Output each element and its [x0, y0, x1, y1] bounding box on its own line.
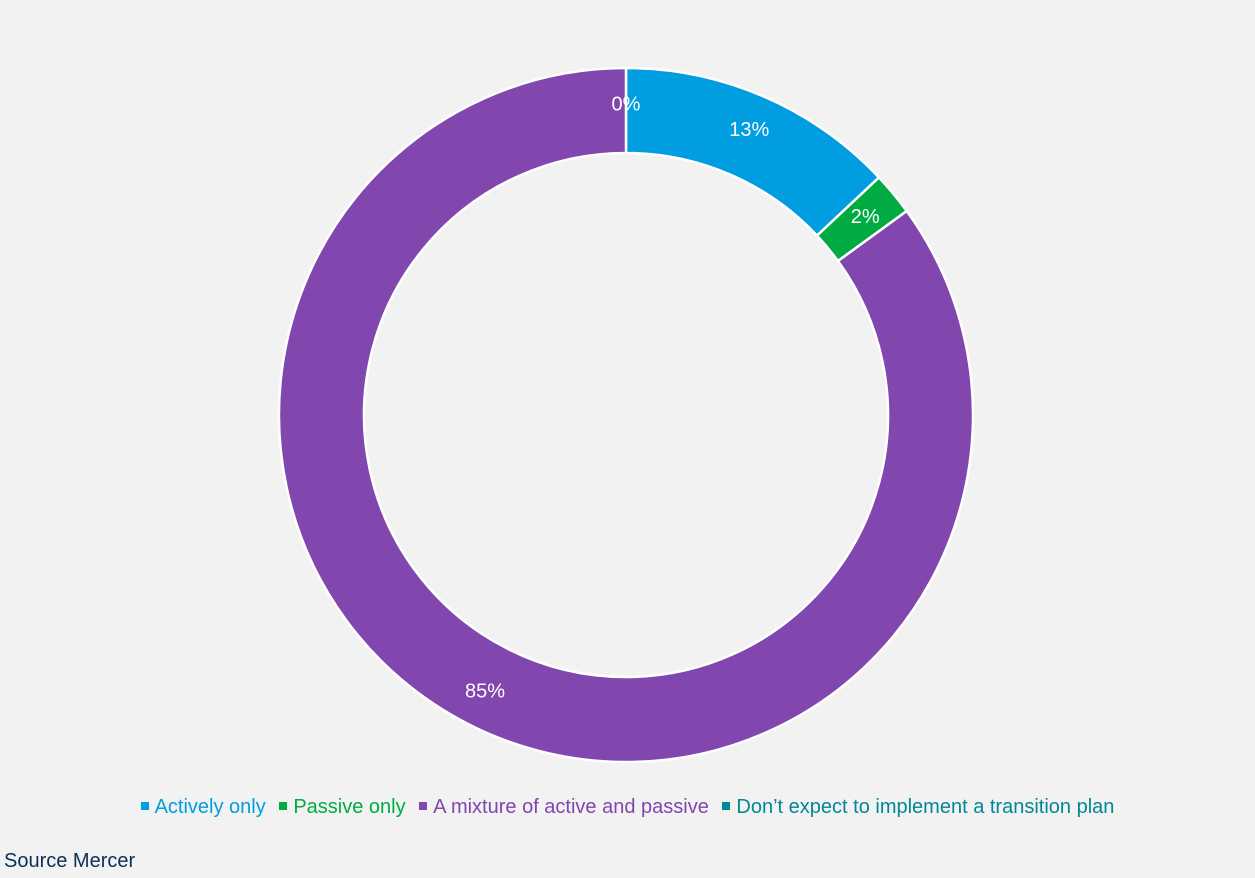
data-label-mixture: 85%: [465, 681, 505, 703]
data-label-actively-only: 13%: [729, 119, 769, 141]
chart-legend: Actively only Passive only A mixture of …: [0, 796, 1255, 819]
donut-slice-mixture[interactable]: [277, 66, 975, 764]
source-note: Source Mercer: [4, 850, 136, 872]
donut-data-labels: 13% 2% 85% 0%: [465, 94, 880, 703]
legend-label-no-transition-plan: Don’t expect to implement a transition p…: [736, 796, 1115, 819]
legend-item-passive-only[interactable]: Passive only: [279, 796, 406, 819]
donut-chart: 13% 2% 85% 0%: [277, 66, 975, 764]
legend-label-passive-only: Passive only: [293, 796, 406, 819]
data-label-passive-only: 2%: [851, 206, 880, 228]
legend-swatch-passive-only: [279, 801, 288, 810]
legend-item-actively-only[interactable]: Actively only: [140, 796, 266, 819]
legend-label-actively-only: Actively only: [154, 796, 266, 819]
legend-item-no-transition-plan[interactable]: Don’t expect to implement a transition p…: [722, 796, 1114, 819]
data-label-no-transition-plan: 0%: [612, 94, 641, 116]
legend-swatch-actively-only: [140, 801, 149, 810]
legend-label-mixture: A mixture of active and passive: [433, 796, 709, 819]
legend-swatch-mixture: [419, 801, 428, 810]
legend-item-mixture[interactable]: A mixture of active and passive: [419, 796, 709, 819]
donut-slice-actively-only[interactable]: [624, 66, 881, 238]
legend-swatch-no-transition-plan: [722, 801, 731, 810]
donut-slices: [277, 66, 975, 764]
